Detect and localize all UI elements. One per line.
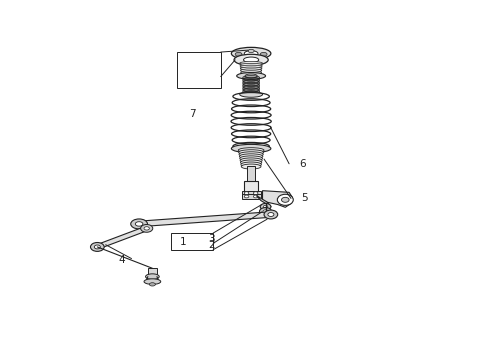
Ellipse shape (248, 49, 254, 53)
Ellipse shape (238, 148, 264, 153)
Ellipse shape (241, 160, 262, 165)
Ellipse shape (239, 154, 263, 159)
Ellipse shape (245, 195, 249, 198)
Text: 2: 2 (208, 240, 215, 250)
Ellipse shape (94, 245, 100, 249)
Polygon shape (139, 212, 271, 227)
Ellipse shape (245, 192, 249, 194)
Ellipse shape (263, 205, 268, 208)
Text: 4: 4 (118, 255, 124, 265)
Ellipse shape (239, 150, 264, 155)
Ellipse shape (240, 158, 262, 163)
Ellipse shape (237, 73, 266, 79)
Ellipse shape (260, 52, 267, 56)
Ellipse shape (235, 52, 242, 56)
Text: 6: 6 (299, 159, 306, 169)
Ellipse shape (260, 208, 271, 215)
Ellipse shape (144, 279, 161, 284)
Ellipse shape (244, 57, 259, 63)
Ellipse shape (241, 73, 261, 76)
Bar (245, 181, 258, 198)
Polygon shape (256, 195, 271, 207)
Ellipse shape (241, 71, 262, 74)
Ellipse shape (231, 48, 271, 59)
Ellipse shape (131, 219, 147, 229)
Ellipse shape (241, 69, 262, 72)
Ellipse shape (241, 164, 261, 169)
Ellipse shape (260, 203, 271, 210)
Bar (242, 194, 261, 199)
Polygon shape (96, 226, 148, 249)
Ellipse shape (241, 162, 261, 167)
Ellipse shape (277, 194, 294, 205)
Ellipse shape (240, 63, 262, 67)
Text: 7: 7 (189, 109, 196, 119)
Ellipse shape (231, 144, 271, 153)
Ellipse shape (253, 192, 258, 194)
Ellipse shape (240, 92, 263, 97)
Text: 3: 3 (208, 234, 215, 244)
Ellipse shape (263, 210, 268, 213)
Bar (242, 191, 261, 195)
Ellipse shape (141, 225, 153, 232)
Ellipse shape (264, 210, 278, 219)
Ellipse shape (253, 195, 258, 198)
Ellipse shape (234, 54, 268, 66)
Ellipse shape (245, 51, 258, 56)
Ellipse shape (144, 227, 149, 230)
Bar (172, 233, 213, 250)
Ellipse shape (240, 62, 263, 65)
Ellipse shape (239, 152, 263, 157)
Ellipse shape (268, 212, 274, 216)
Ellipse shape (149, 283, 155, 286)
Ellipse shape (240, 67, 262, 70)
Ellipse shape (146, 274, 159, 279)
Bar (247, 166, 255, 182)
Text: 1: 1 (179, 237, 186, 247)
Ellipse shape (135, 222, 143, 226)
Ellipse shape (91, 243, 104, 251)
Ellipse shape (240, 65, 262, 68)
Text: 5: 5 (301, 193, 308, 203)
Bar (177, 52, 220, 88)
Bar (148, 268, 157, 276)
Ellipse shape (281, 197, 289, 202)
Ellipse shape (248, 48, 254, 51)
Ellipse shape (240, 156, 263, 161)
Polygon shape (263, 191, 292, 207)
